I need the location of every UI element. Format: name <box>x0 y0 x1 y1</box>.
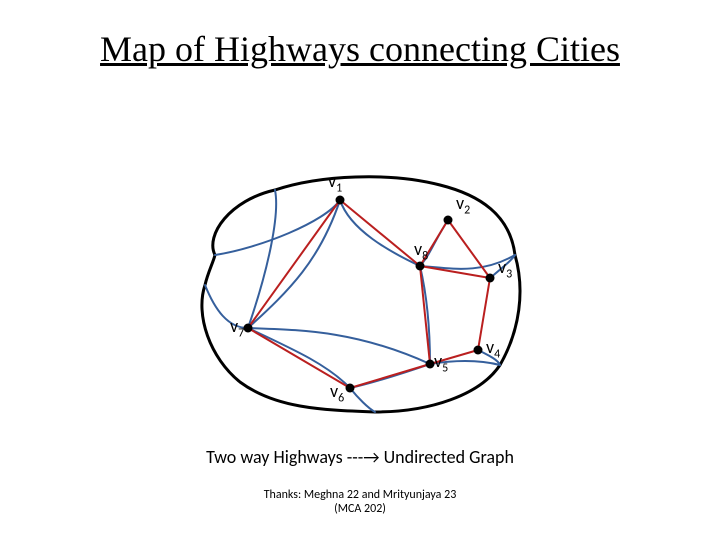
vertex-label-v5: v5 <box>434 350 448 376</box>
vertex-label-v3: v3 <box>498 256 512 282</box>
graph-diagram: v1 v2 v8 v3 v7 v4 v5 v6 <box>180 160 540 420</box>
vertex-label-v1: v1 <box>328 170 342 196</box>
caption-text: Two way Highways ---→ Undirected Graph <box>206 446 514 468</box>
thanks-line-2: (MCA 202) <box>264 502 457 516</box>
page-title: Map of Highways connecting Cities <box>100 28 620 70</box>
vertex-label-v2: v2 <box>456 192 470 218</box>
graph-svg <box>180 160 540 420</box>
vertex-label-v6: v6 <box>330 380 344 406</box>
thanks-line-1: Thanks: Meghna 22 and Mrityunjaya 23 <box>264 488 457 502</box>
thanks-text: Thanks: Meghna 22 and Mrityunjaya 23 (MC… <box>264 488 457 517</box>
vertex-label-v7: v7 <box>230 315 244 341</box>
vertex-label-v8: v8 <box>414 238 428 264</box>
vertex-label-v4: v4 <box>486 336 500 362</box>
